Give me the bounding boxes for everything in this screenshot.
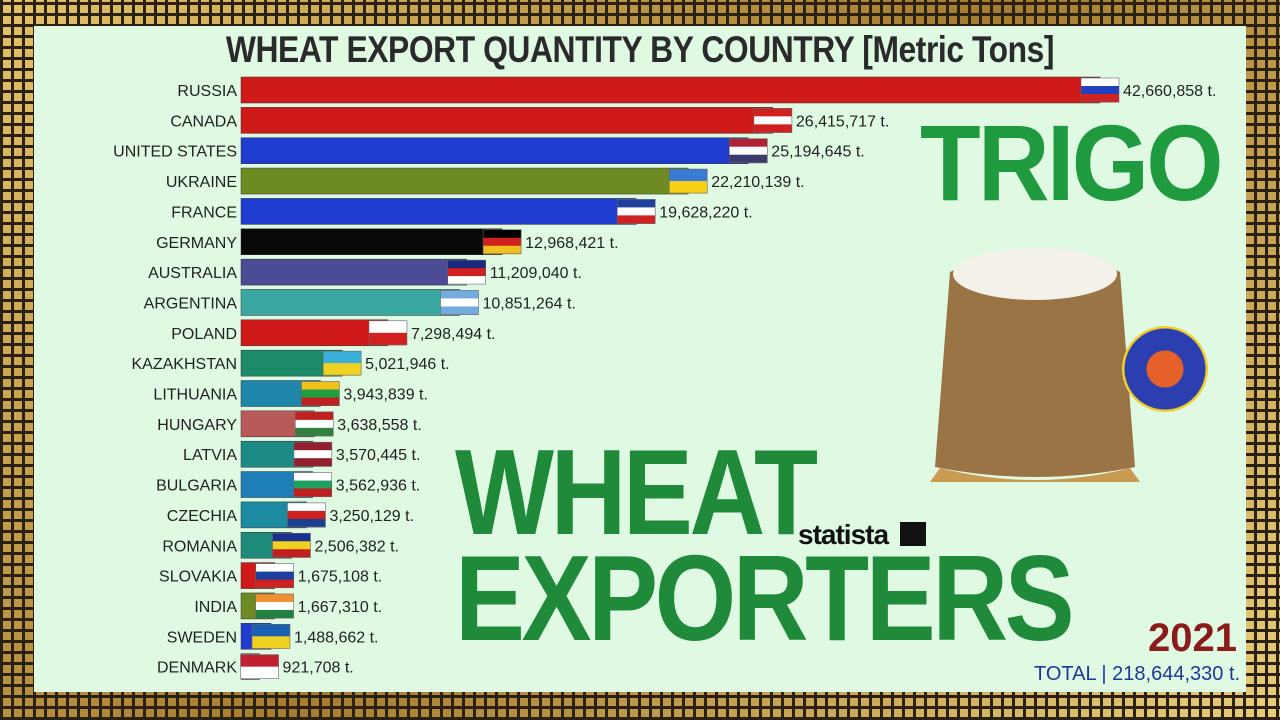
statista-logo-icon xyxy=(900,522,926,546)
value-label: 12,968,421 t. xyxy=(525,235,618,252)
total-label: TOTAL | 218,644,330 t. xyxy=(1034,663,1241,685)
value-label: 1,667,310 t. xyxy=(298,599,383,616)
category-label: FRANCE xyxy=(171,204,237,221)
bar xyxy=(240,289,460,316)
value-label: 7,298,494 t. xyxy=(411,326,496,343)
flag-icon xyxy=(294,411,334,437)
bar xyxy=(240,228,503,255)
bar xyxy=(240,258,467,286)
category-label: ARGENTINA xyxy=(144,295,238,312)
category-label: KAZAKHSTAN xyxy=(132,356,238,373)
flag-icon xyxy=(251,623,291,649)
flag-icon xyxy=(322,350,362,376)
value-label: 3,638,558 t. xyxy=(337,417,422,434)
bar xyxy=(240,137,749,164)
flour-sack-illustration xyxy=(930,248,1140,482)
flag-icon xyxy=(255,593,294,619)
flag-icon xyxy=(482,229,522,255)
flag-icon xyxy=(1080,77,1120,103)
flag-icon xyxy=(293,441,333,467)
flag-icon xyxy=(255,563,295,589)
value-label: 5,021,946 t. xyxy=(365,356,450,373)
category-label: AUSTRALIA xyxy=(148,265,237,282)
value-label: 3,562,936 t. xyxy=(336,478,421,495)
category-label: UNITED STATES xyxy=(113,144,237,161)
value-label: 1,488,662 t. xyxy=(294,629,379,646)
flag-icon xyxy=(440,290,479,315)
flag-icon xyxy=(293,472,333,498)
flag-icon xyxy=(368,320,408,346)
bar xyxy=(240,167,689,195)
flag-icon xyxy=(616,199,656,224)
value-label: 921,708 t. xyxy=(283,660,354,677)
year-label: 2021 xyxy=(1148,616,1237,660)
value-label: 10,851,264 t. xyxy=(482,295,575,312)
value-label: 26,415,717 t. xyxy=(796,113,889,130)
category-label: RUSSIA xyxy=(177,83,237,100)
value-label: 42,660,858 t. xyxy=(1123,83,1216,100)
category-label: SLOVAKIA xyxy=(159,569,237,586)
bar xyxy=(240,107,774,134)
category-label: BULGARIA xyxy=(156,478,237,495)
trigo-overlay-text: TRIGO xyxy=(920,102,1224,223)
category-label: LITHUANIA xyxy=(153,387,237,404)
flag-icon xyxy=(240,654,279,680)
bar xyxy=(240,198,637,225)
cityglobetour-logo xyxy=(1122,326,1208,412)
value-label: 1,675,108 t. xyxy=(298,569,383,586)
category-label: HUNGARY xyxy=(157,417,237,434)
category-label: LATVIA xyxy=(183,447,237,464)
bar xyxy=(240,76,1101,104)
category-label: INDIA xyxy=(194,599,237,616)
flag-icon xyxy=(301,381,340,406)
exporters-overlay-text: EXPORTERS xyxy=(455,530,1075,666)
bar xyxy=(240,319,389,347)
category-label: UKRAINE xyxy=(166,174,237,191)
flag-icon xyxy=(287,502,326,528)
flag-icon xyxy=(753,108,793,133)
flag-icon xyxy=(272,532,311,558)
category-label: CANADA xyxy=(170,113,237,130)
value-label: 2,506,382 t. xyxy=(314,538,399,555)
value-label: 25,194,645 t. xyxy=(771,144,864,161)
value-label: 22,210,139 t. xyxy=(711,174,804,191)
flag-icon xyxy=(668,168,708,194)
category-label: CZECHIA xyxy=(167,508,238,525)
value-label: 11,209,040 t. xyxy=(490,265,582,282)
value-label: 3,250,129 t. xyxy=(329,508,414,525)
category-label: GERMANY xyxy=(156,235,237,252)
flag-icon xyxy=(447,259,487,285)
statista-label: statista xyxy=(798,519,889,550)
flag-icon xyxy=(729,138,768,164)
value-label: 3,570,445 t. xyxy=(336,447,421,464)
value-label: 3,943,839 t. xyxy=(343,387,428,404)
chart-title: WHEAT EXPORT QUANTITY BY COUNTRY [Metric… xyxy=(225,29,1055,70)
category-label: ROMANIA xyxy=(162,538,237,555)
wheat-overlay-text: WHEAT xyxy=(455,424,818,560)
value-label: 19,628,220 t. xyxy=(659,204,752,221)
category-label: SWEDEN xyxy=(167,629,237,646)
category-label: POLAND xyxy=(171,326,237,343)
category-label: DENMARK xyxy=(157,660,237,677)
